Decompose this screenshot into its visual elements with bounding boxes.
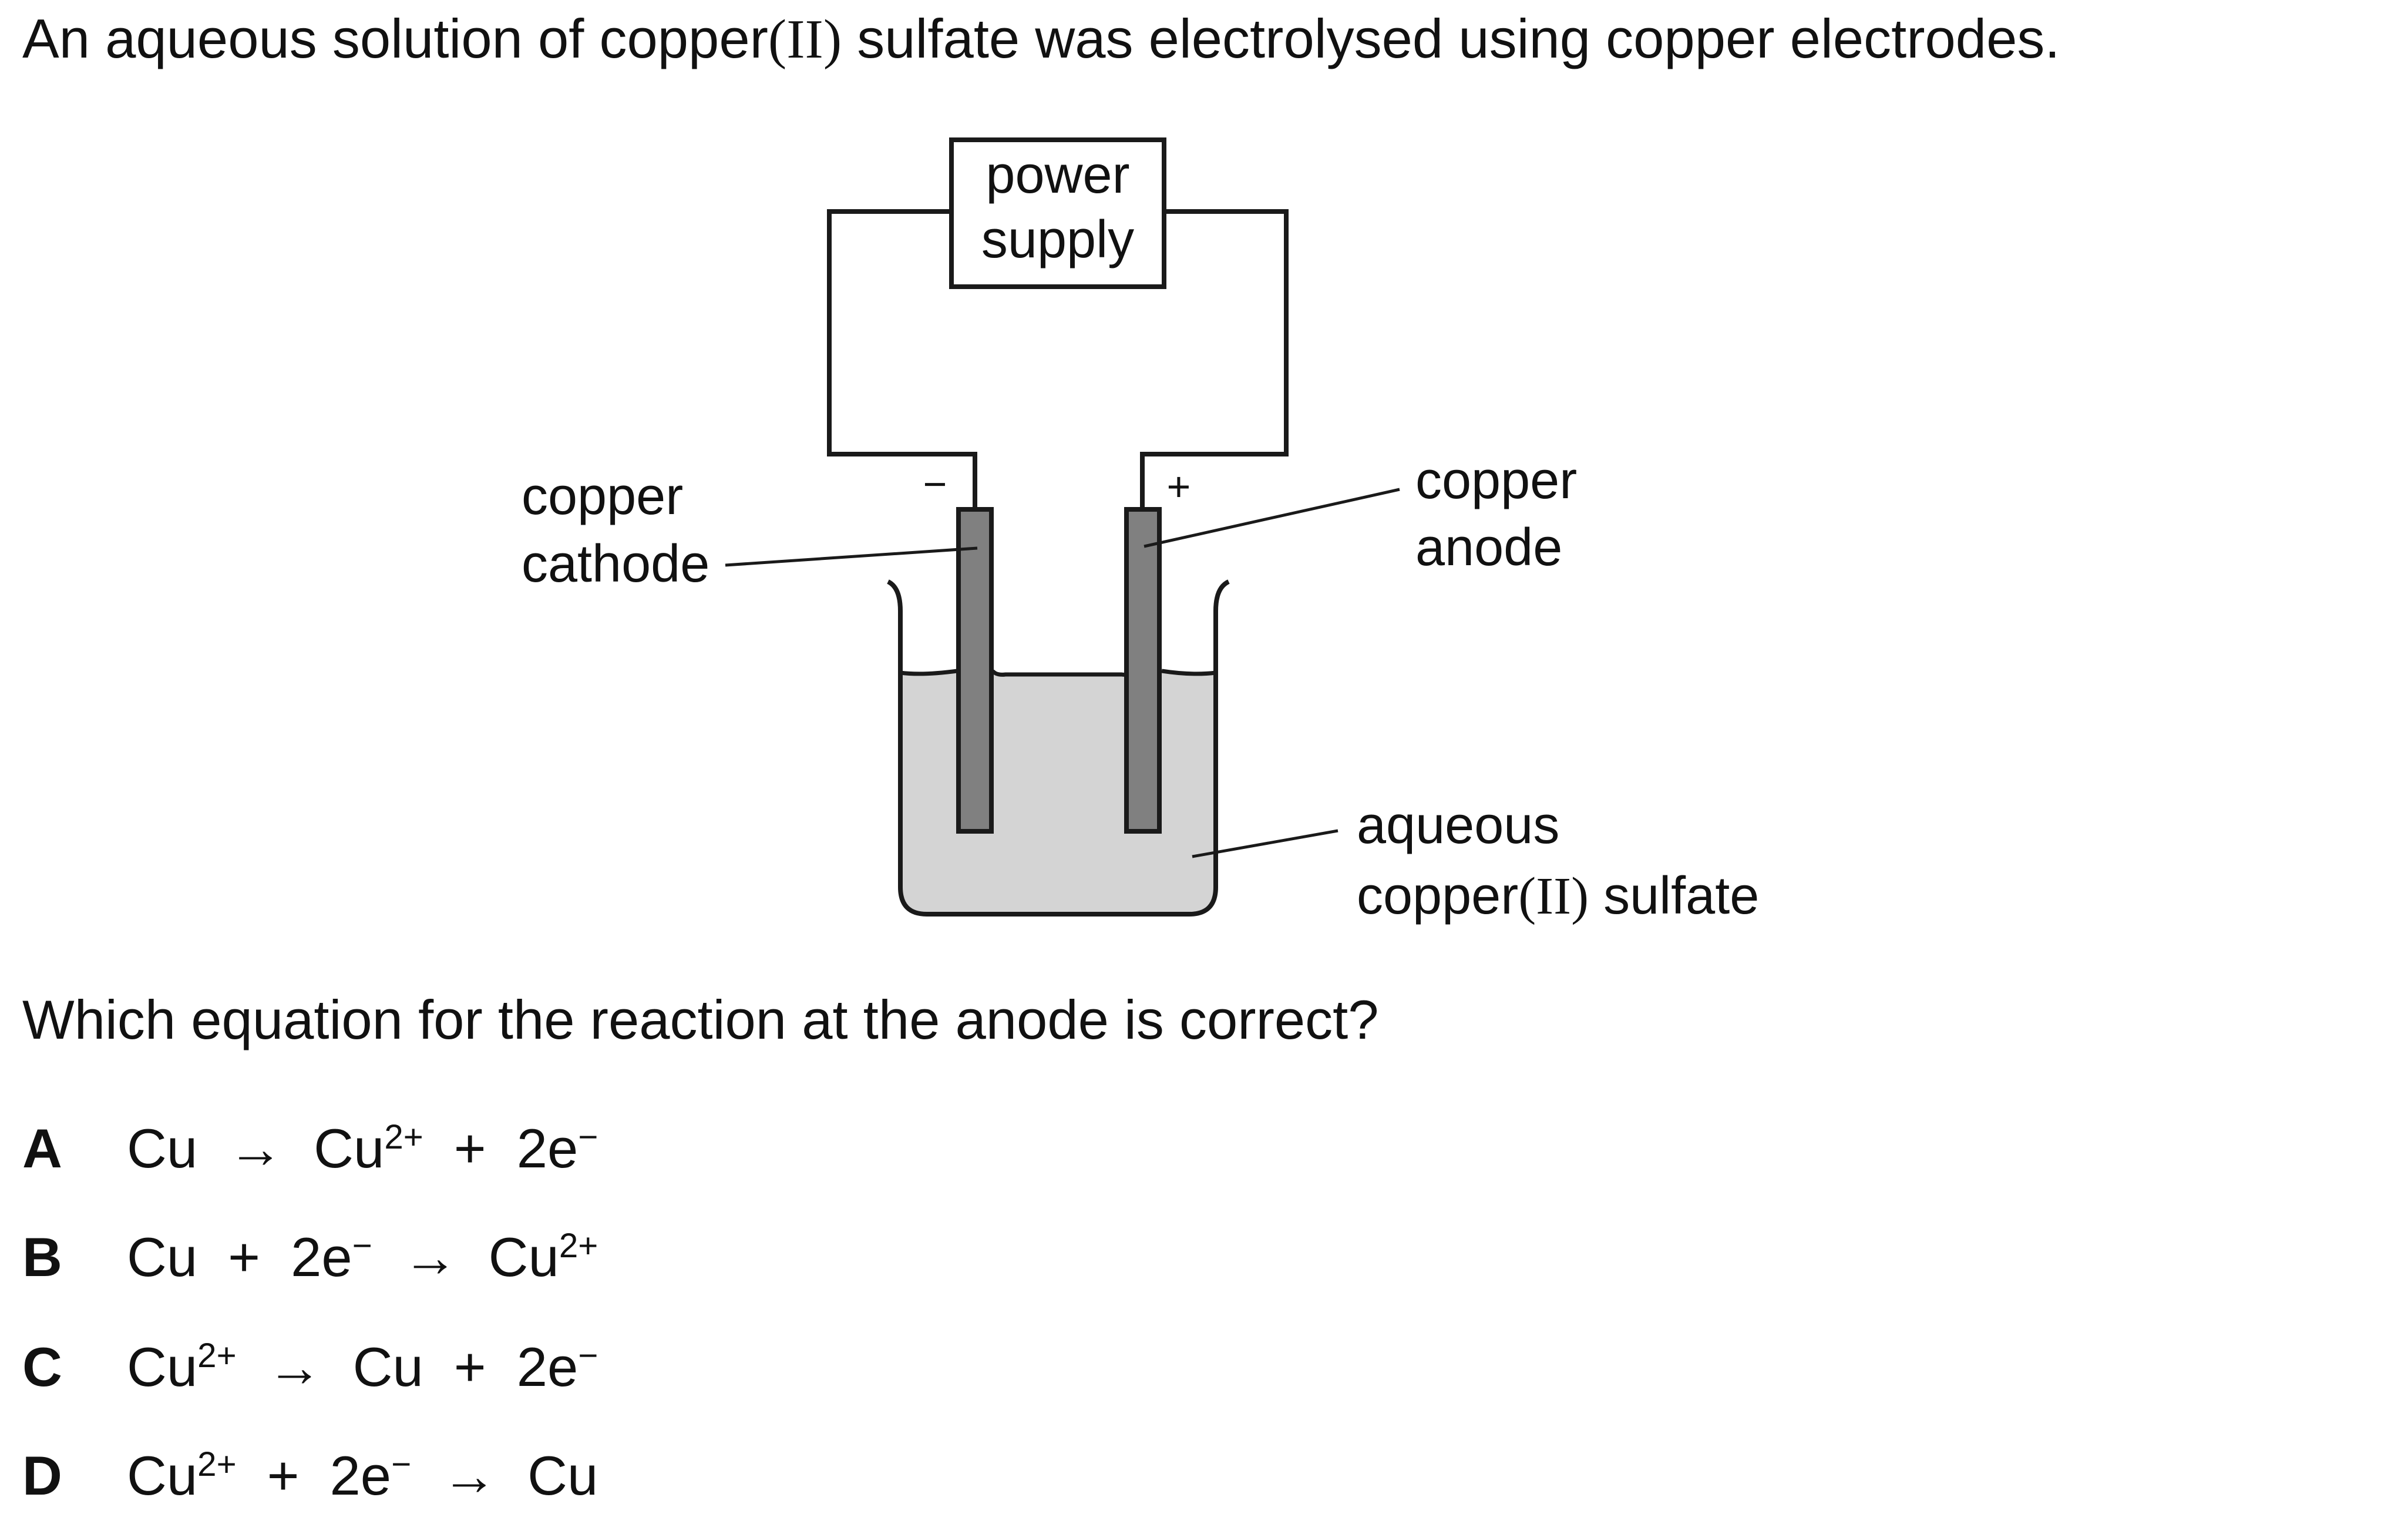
power-supply-label-line1: power bbox=[986, 146, 1129, 204]
electrolysis-diagram: power supply − + copper cathode copper a… bbox=[522, 137, 1759, 925]
circuit-wire-right bbox=[1140, 209, 1289, 509]
copper-anode-electrode bbox=[1124, 507, 1162, 834]
copper-cathode-electrode bbox=[956, 507, 994, 834]
copper-sulfate-solution bbox=[900, 670, 1216, 914]
anode-label-line1: copper bbox=[1415, 451, 1577, 510]
option-b-letter: B bbox=[22, 1226, 62, 1288]
power-supply-box bbox=[949, 137, 1166, 289]
solution-leader-line bbox=[1192, 829, 1338, 858]
anode-label-line2: anode bbox=[1415, 518, 1562, 577]
option-d-letter: D bbox=[22, 1445, 62, 1506]
intro-text: An aqueous solution of copper(II) sulfat… bbox=[22, 8, 2060, 70]
question-text: Which equation for the reaction at the a… bbox=[22, 989, 1379, 1050]
cathode-label-line2: cathode bbox=[522, 535, 709, 593]
solution-label-line1: aqueous bbox=[1357, 796, 1559, 855]
negative-terminal-sign: − bbox=[923, 461, 947, 507]
cathode-label-line1: copper bbox=[522, 467, 683, 526]
option-a-equation: Cu → Cu2+ +2e− bbox=[127, 1117, 598, 1179]
anode-leader-line bbox=[1144, 488, 1400, 548]
option-c-letter: C bbox=[22, 1336, 62, 1398]
cathode-leader-line bbox=[725, 546, 978, 567]
option-d-equation: Cu2+ +2e− → Cu bbox=[127, 1445, 598, 1506]
option-a-letter: A bbox=[22, 1117, 62, 1179]
option-b-equation: Cu +2e− → Cu2+ bbox=[127, 1226, 598, 1288]
circuit-wire-left bbox=[827, 209, 977, 509]
beaker bbox=[886, 579, 1230, 917]
option-c-equation: Cu2+ → Cu +2e− bbox=[127, 1336, 598, 1398]
solution-label-line2: copper(II) sulfate bbox=[1357, 867, 1759, 925]
power-supply-label-line2: supply bbox=[981, 210, 1134, 269]
positive-terminal-sign: + bbox=[1167, 464, 1191, 509]
